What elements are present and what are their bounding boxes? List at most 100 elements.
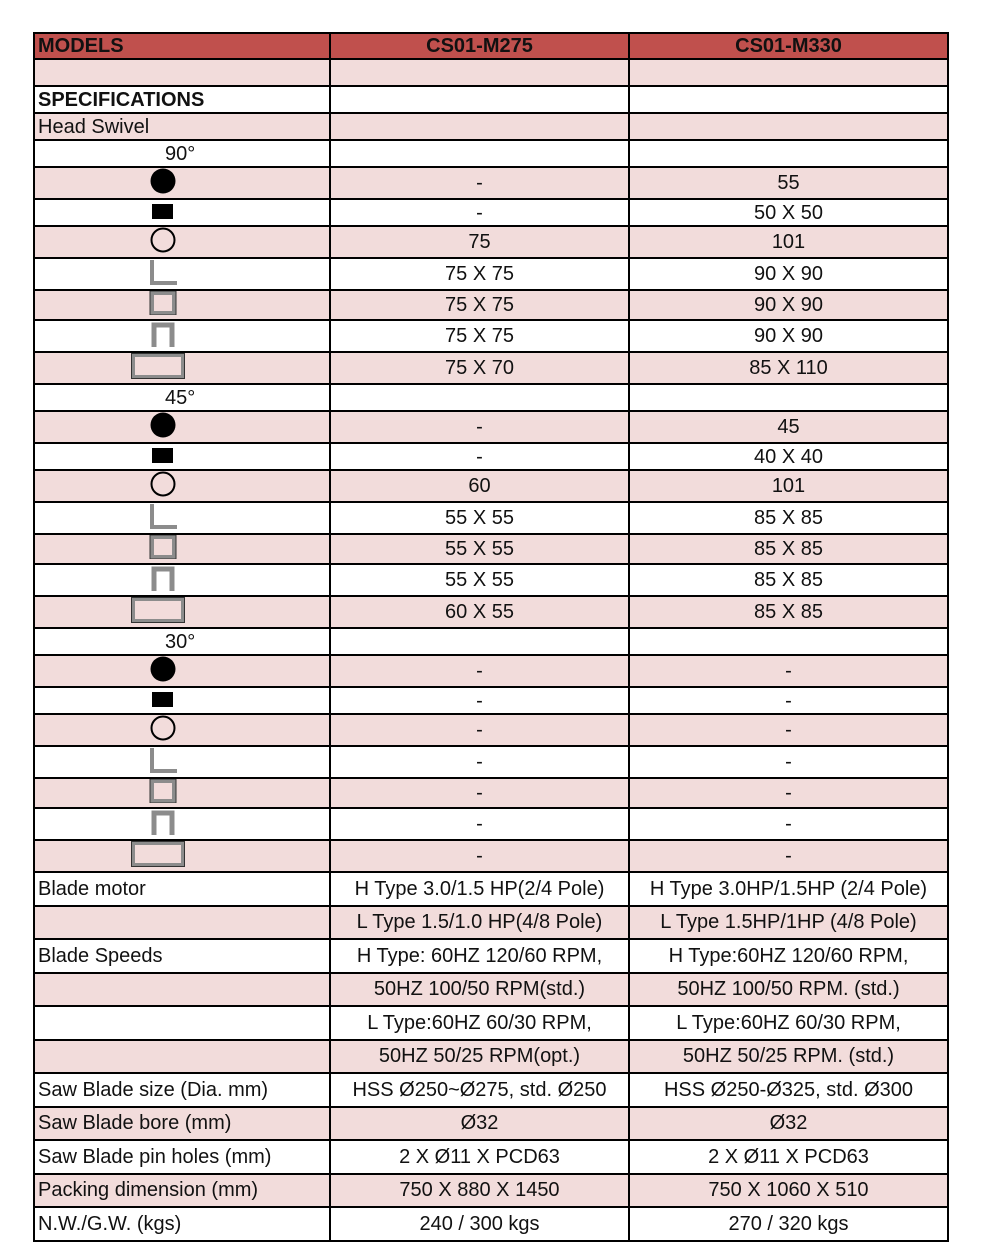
model-cs01-m275-header: CS01-M275 [329,32,630,60]
channel-icon [149,566,177,591]
swivel-angle-label: 30° [33,627,331,656]
table-row: 75 101 [33,225,949,259]
square-tube-icon [149,780,177,803]
cs01-m330-value: HSS Ø250-Ø325, std. Ø300 [628,1072,949,1108]
shape-cell [33,257,331,291]
cs01-m275-value: - [329,442,630,471]
cs01-m275-value: 2 X Ø11 X PCD63 [329,1139,630,1175]
cs01-m330-value: - [628,713,949,747]
shape-cell [33,469,331,503]
table-row: 30° [33,627,949,656]
cs01-m275-value: Ø32 [329,1105,630,1141]
spec-label: Saw Blade bore (mm) [33,1105,331,1141]
rectangular-tube-icon [131,354,185,379]
cs01-m330-value: 101 [628,225,949,259]
table-row: L Type:60HZ 60/30 RPM, L Type:60HZ 60/30 … [33,1005,949,1041]
cs01-m275-value: 55 X 55 [329,563,630,597]
cs01-m275-value: - [329,713,630,747]
cs01-m330-value: Ø32 [628,1105,949,1141]
cs01-m275-value: - [329,166,630,200]
cs01-m330-value: 90 X 90 [628,319,949,353]
spec-label: Head Swivel [33,112,331,141]
table-row: 55 X 55 85 X 85 [33,563,949,597]
cs01-m275-value: 240 / 300 kgs [329,1206,630,1242]
shape-cell [33,839,331,873]
table-row: -- [33,654,949,688]
cs01-m330-value [628,139,949,168]
cs01-m330-value: 85 X 85 [628,501,949,535]
table-row: 50HZ 50/25 RPM(opt.) 50HZ 50/25 RPM. (std… [33,1038,949,1074]
square-tube-icon [149,292,177,315]
table-row: Packing dimension (mm) 750 X 880 X 1450 75… [33,1172,949,1208]
shape-cell [33,686,331,715]
cs01-m275-value: - [329,198,630,227]
table-row: -- [33,777,949,809]
shape-cell [33,745,331,779]
shape-cell [33,807,331,841]
table-row: 50HZ 100/50 RPM(std.) 50HZ 100/50 RPM. (s… [33,971,949,1007]
cs01-m330-value: 90 X 90 [628,289,949,321]
table-row: 90° [33,139,949,168]
cs01-m330-value [628,627,949,656]
cs01-m275-value [329,627,630,656]
spec-label [33,971,331,1007]
table-row: Blade motor H Type 3.0/1.5 HP(2/4 Pole) H … [33,871,949,907]
cs01-m330-value: - [628,777,949,809]
table-row: Saw Blade pin holes (mm) 2 X Ø11 X PCD63 2… [33,1139,949,1175]
cs01-m330-value: - [628,807,949,841]
swivel-angle-label: 45° [33,383,331,412]
shape-cell [33,289,331,321]
shape-cell [33,166,331,200]
cs01-m275-value: 60 [329,469,630,503]
spec-label: N.W./G.W. (kgs) [33,1206,331,1242]
round-tube-icon [149,472,177,497]
spec-label: Saw Blade pin holes (mm) [33,1139,331,1175]
table-row: 75 X 75 90 X 90 [33,257,949,291]
spec-label: Blade motor [33,871,331,907]
table-row: -- [33,807,949,841]
shape-cell [33,595,331,629]
cs01-m330-value: 90 X 90 [628,257,949,291]
table-row: Head Swivel [33,112,949,141]
specifications-table: MODELS CS01-M275 CS01-M330 SPECIFICATION… [33,32,949,1242]
cs01-m275-value: H Type: 60HZ 120/60 RPM, [329,938,630,974]
cs01-m330-value [628,85,949,114]
cs01-m275-value: 75 X 75 [329,319,630,353]
cs01-m330-value: H Type 3.0HP/1.5HP (2/4 Pole) [628,871,949,907]
cs01-m330-value [628,112,949,141]
table-row: -55 [33,166,949,200]
table-row: 55 X 55 85 X 85 [33,533,949,565]
shape-cell [33,442,331,471]
angle-iron-icon [149,504,179,529]
shape-cell [33,713,331,747]
cs01-m275-value [329,383,630,412]
spec-label [33,1005,331,1041]
cs01-m275-value: L Type:60HZ 60/30 RPM, [329,1005,630,1041]
cs01-m330-value: - [628,745,949,779]
cs01-m330-value: 40 X 40 [628,442,949,471]
cs01-m330-value: 45 [628,410,949,444]
cs01-m330-value: 85 X 85 [628,533,949,565]
cs01-m275-value: 75 [329,225,630,259]
cs01-m330-value: 750 X 1060 X 510 [628,1172,949,1208]
table-row: Blade Speeds H Type: 60HZ 120/60 RPM, H Ty… [33,938,949,974]
cs01-m275-value: 55 X 55 [329,533,630,565]
table-row: 75 X 70 85 X 110 [33,351,949,385]
shape-cell [33,654,331,688]
cs01-m275-value [329,58,630,87]
cs01-m330-value: 85 X 85 [628,563,949,597]
angle-iron-icon [149,260,179,285]
model-cs01-m330-header: CS01-M330 [628,32,949,60]
cs01-m275-value: H Type 3.0/1.5 HP(2/4 Pole) [329,871,630,907]
table-row: 75 X 75 90 X 90 [33,289,949,321]
solid-round-bar-icon [149,657,177,682]
cs01-m275-value [329,85,630,114]
square-tube-icon [149,536,177,559]
spec-label: SPECIFICATIONS [33,85,331,114]
cs01-m275-value: 75 X 75 [329,289,630,321]
cs01-m275-value: 750 X 880 X 1450 [329,1172,630,1208]
table-row: -- [33,745,949,779]
rectangular-tube-icon [131,598,185,623]
cs01-m275-value: - [329,839,630,873]
round-tube-icon [149,228,177,253]
